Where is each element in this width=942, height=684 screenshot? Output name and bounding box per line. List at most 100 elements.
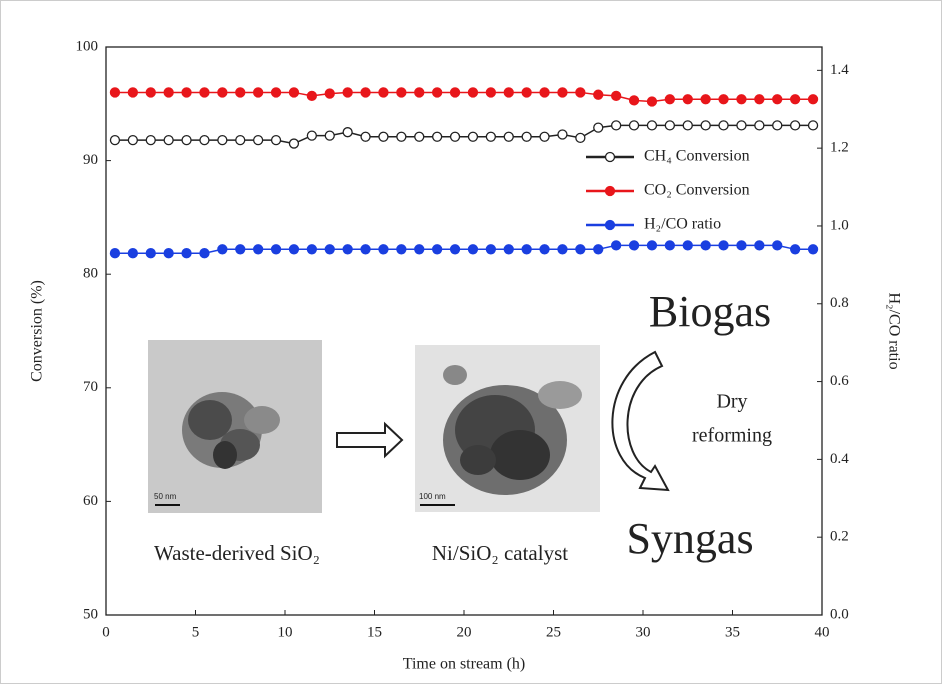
data-point [361,132,370,141]
x-tick-label: 25 [546,624,561,640]
data-point [397,88,406,97]
data-point [415,88,424,97]
data-point [773,95,782,104]
data-point [594,123,603,132]
data-point [647,97,656,106]
data-point [468,132,477,141]
data-point [522,132,531,141]
y-tick-label: 100 [76,38,99,54]
data-point [182,88,191,97]
data-point [665,241,674,250]
x-tick-label: 0 [102,624,110,640]
y2-tick-label: 0.4 [830,451,849,467]
data-point [451,245,460,254]
data-point [809,245,818,254]
y2-tick-label: 1.4 [830,62,849,78]
y-tick-label: 70 [83,379,98,395]
data-point [433,88,442,97]
data-point [719,95,728,104]
data-point [630,121,639,130]
y2-tick-label: 1.2 [830,140,849,156]
data-point [164,88,173,97]
data-point [146,88,155,97]
annotation: Biogas [649,287,771,336]
data-point [504,245,513,254]
data-point [701,95,710,104]
x-axis-label: Time on stream (h) [403,656,526,673]
data-point [540,132,549,141]
data-point [504,132,513,141]
data-point [665,121,674,130]
data-point [647,241,656,250]
data-point [379,88,388,97]
data-point [719,241,728,250]
data-point [647,121,656,130]
data-point [451,88,460,97]
data-point [289,139,298,148]
y2-tick-label: 0.6 [830,373,849,389]
annotation: Waste-derived SiO₂ [154,541,320,565]
data-point [486,245,495,254]
y-tick-label: 80 [83,266,98,282]
data-point [110,136,119,145]
data-point [773,121,782,130]
tem-catalyst: 100 nm [415,345,600,512]
data-point [182,136,191,145]
data-point [773,241,782,250]
data-point [630,241,639,250]
data-point [343,88,352,97]
x-tick-label: 40 [815,624,830,640]
data-point [486,132,495,141]
data-point [164,249,173,258]
y-tick-label: 60 [83,493,98,509]
x-tick-label: 5 [192,624,200,640]
data-point [504,88,513,97]
data-point [128,136,137,145]
data-point [755,241,764,250]
data-point [146,136,155,145]
data-point [415,245,424,254]
data-point [236,136,245,145]
data-point [683,95,692,104]
data-point [110,88,119,97]
data-point [200,88,209,97]
scale-label: 100 nm [419,492,446,501]
data-point [110,249,119,258]
data-point [612,241,621,250]
tem-support: 50 nm [148,340,322,513]
scale-label: 50 nm [154,492,177,501]
data-point [737,121,746,130]
y2-tick-label: 0.8 [830,295,849,311]
data-point [307,131,316,140]
y-tick-label: 50 [83,606,98,622]
legend-marker [606,153,615,162]
data-point [433,132,442,141]
x-tick-label: 15 [367,624,382,640]
data-point [791,245,800,254]
data-point [164,136,173,145]
data-point [558,130,567,139]
data-point [236,245,245,254]
legend-label: CO₂ Conversion [644,182,750,199]
data-point [343,245,352,254]
data-point [218,136,227,145]
data-point [665,95,674,104]
frame [1,1,942,684]
data-point [737,95,746,104]
annotation: Syngas [626,514,753,563]
annotation: Ni/SiO₂ catalyst [432,541,568,565]
y2-tick-label: 0.2 [830,529,849,545]
data-point [433,245,442,254]
data-point [701,121,710,130]
data-point [719,121,728,130]
y-axis-label: Conversion (%) [29,280,46,382]
data-point [486,88,495,97]
data-point [540,245,549,254]
annotation: Dry [716,391,747,413]
data-point [683,241,692,250]
data-point [468,88,477,97]
data-point [254,88,263,97]
legend-marker [606,187,615,196]
data-point [809,95,818,104]
y2-tick-label: 1.0 [830,217,849,233]
